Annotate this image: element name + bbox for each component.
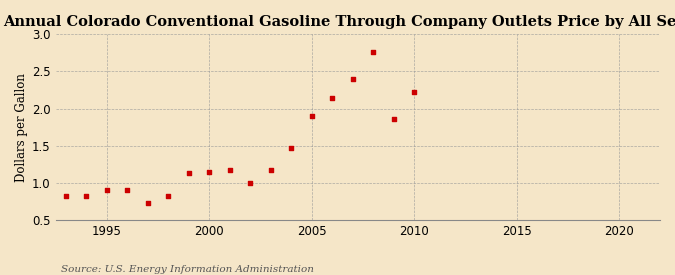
Point	[122, 188, 133, 192]
Point	[101, 188, 112, 192]
Point	[61, 193, 72, 198]
Title: Annual Colorado Conventional Gasoline Through Company Outlets Price by All Selle: Annual Colorado Conventional Gasoline Th…	[3, 15, 675, 29]
Y-axis label: Dollars per Gallon: Dollars per Gallon	[15, 73, 28, 182]
Point	[163, 193, 173, 198]
Point	[224, 167, 235, 172]
Point	[306, 114, 317, 118]
Point	[265, 168, 276, 172]
Point	[327, 95, 338, 100]
Point	[388, 117, 399, 121]
Point	[204, 170, 215, 174]
Point	[286, 146, 296, 150]
Point	[142, 201, 153, 205]
Point	[348, 77, 358, 81]
Point	[409, 89, 420, 94]
Point	[368, 50, 379, 54]
Point	[184, 171, 194, 175]
Text: Source: U.S. Energy Information Administration: Source: U.S. Energy Information Administ…	[61, 265, 314, 274]
Point	[245, 181, 256, 185]
Point	[81, 193, 92, 198]
